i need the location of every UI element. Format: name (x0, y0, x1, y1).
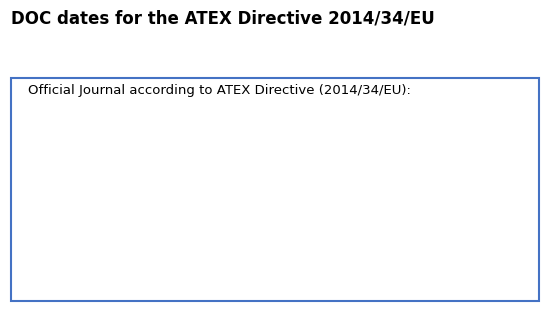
Text: 2024: 2024 (57, 169, 86, 179)
Text: 2025: 2025 (206, 169, 234, 179)
Text: Official Journal according to ATEX Directive (2014/34/EU):: Official Journal according to ATEX Direc… (28, 84, 410, 97)
Text: 2025/597
1.4.2025: 2025/597 1.4.2025 (234, 174, 283, 195)
Text: 2026: 2026 (354, 169, 383, 179)
Circle shape (245, 126, 272, 141)
Text: Deletion from the Official Journal / End of the
transition period: Deletion from the Official Journal / End… (292, 272, 512, 294)
Text: Legend - standards status: Legend - standards status (22, 257, 186, 267)
Text: 1.10.2026: 1.10.2026 (408, 174, 461, 184)
Circle shape (204, 126, 231, 141)
Circle shape (28, 273, 44, 282)
Circle shape (421, 126, 448, 141)
Circle shape (267, 273, 283, 282)
Text: 17.9.2024: 17.9.2024 (119, 174, 172, 184)
Circle shape (132, 126, 160, 141)
Text: 2.2.2025: 2.2.2025 (194, 174, 240, 184)
Text: Publication of new standard data in
the EU Official Journal: Publication of new standard data in the … (52, 272, 225, 294)
Text: DOC dates for the ATEX Directive 2014/34/EU: DOC dates for the ATEX Directive 2014/34… (11, 9, 434, 27)
